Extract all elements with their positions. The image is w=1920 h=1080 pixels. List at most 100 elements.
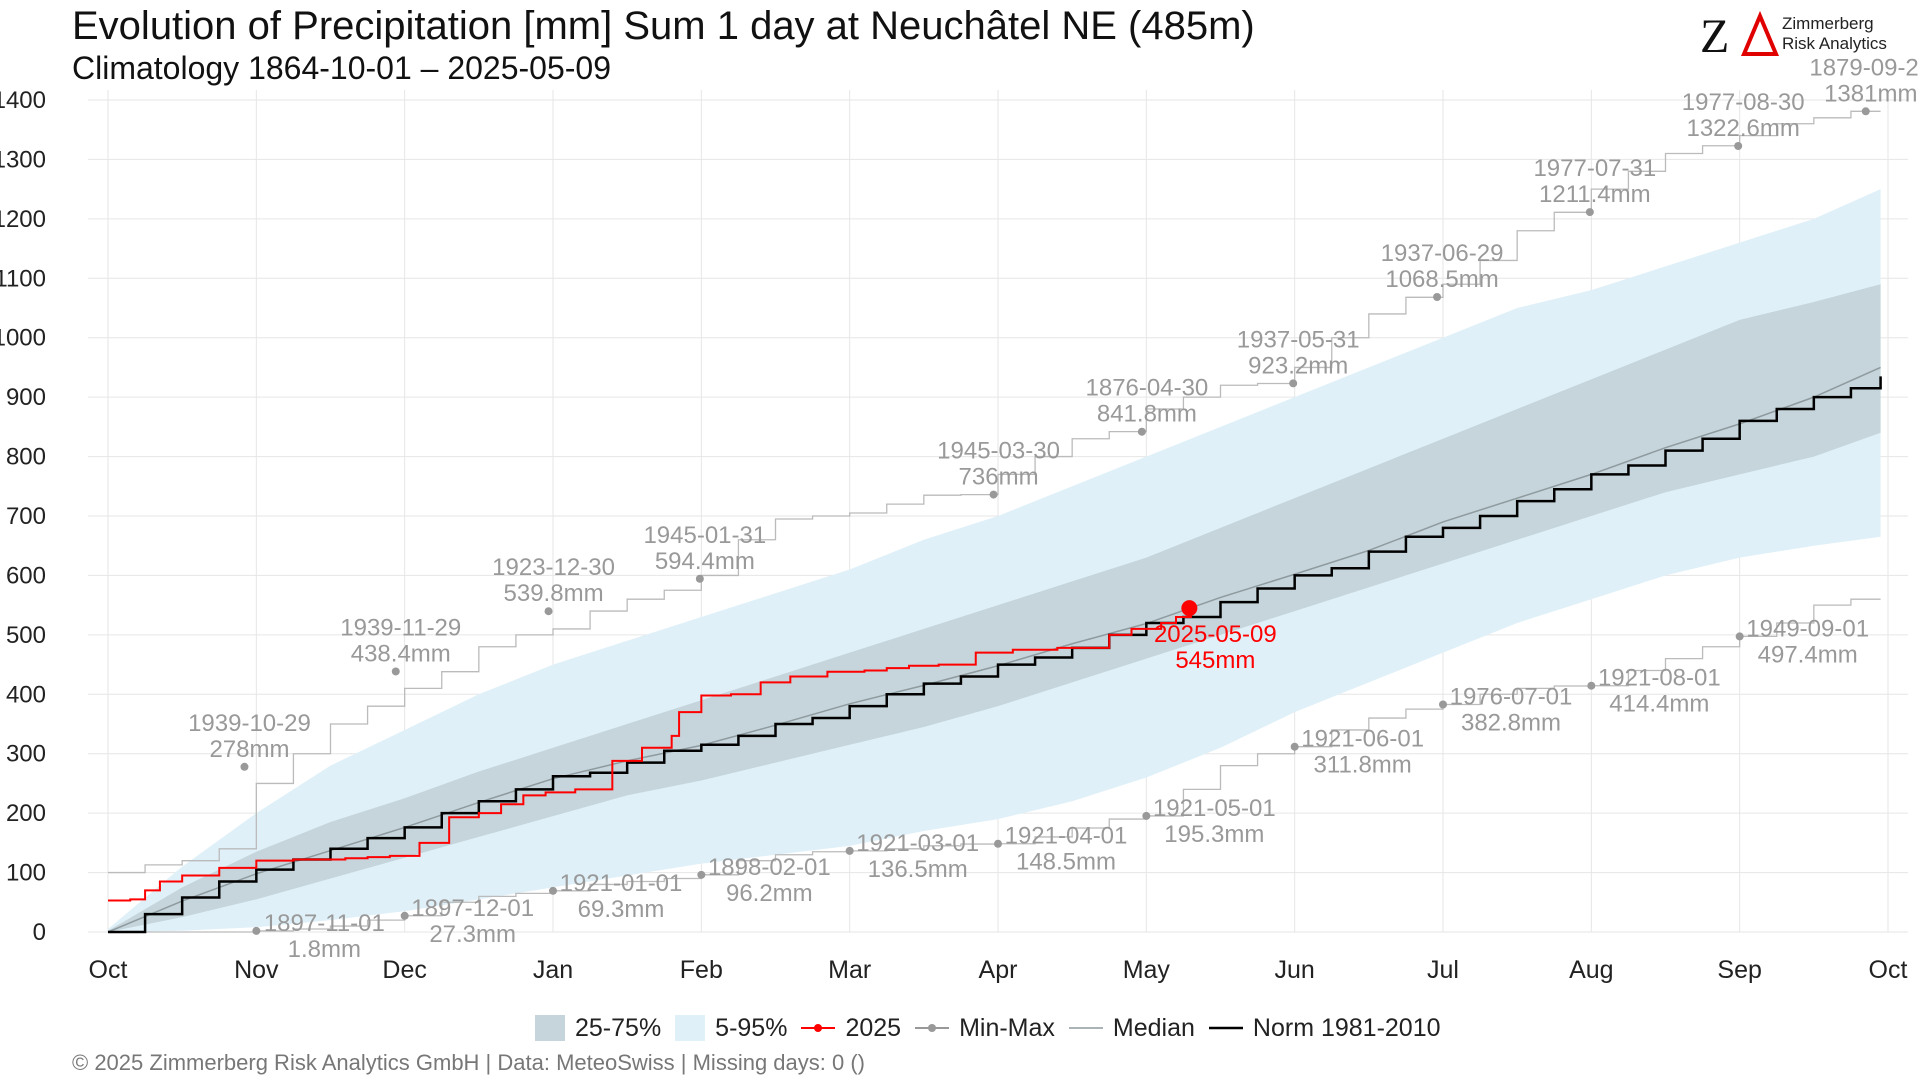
max-point bbox=[1734, 141, 1743, 150]
current-annotation-value: 545mm bbox=[1175, 647, 1255, 674]
min-annotation-date: 1921-03-01 bbox=[856, 830, 979, 857]
min-annotation-value: 69.3mm bbox=[578, 896, 665, 923]
max-point bbox=[695, 574, 704, 583]
legend-label-minmax: Min-Max bbox=[959, 1013, 1055, 1042]
chart-subtitle: Climatology 1864-10-01 – 2025-05-09 bbox=[72, 50, 612, 86]
max-annotation-date: 1939-11-29 bbox=[340, 614, 461, 641]
max-point bbox=[1861, 107, 1870, 116]
min-point bbox=[845, 846, 854, 855]
min-annotation-value: 27.3mm bbox=[429, 921, 516, 948]
legend-swatch-minmax bbox=[915, 1024, 950, 1032]
y-tick-label: 400 bbox=[6, 681, 46, 708]
x-tick-label: Apr bbox=[979, 956, 1018, 984]
min-annotation-date: 1976-07-01 bbox=[1450, 684, 1573, 711]
x-tick-label: May bbox=[1123, 956, 1171, 984]
legend-swatch-2025 bbox=[801, 1024, 836, 1032]
current-point bbox=[1181, 600, 1198, 617]
x-tick-label: Jun bbox=[1275, 956, 1315, 984]
x-tick-label: Mar bbox=[828, 956, 871, 984]
max-annotation-date: 1977-08-30 bbox=[1682, 89, 1805, 116]
max-annotation-date: 1939-10-29 bbox=[188, 710, 311, 737]
min-annotation-value: 148.5mm bbox=[1016, 849, 1116, 876]
legend-item-minmax: Min-Max bbox=[915, 1014, 1055, 1043]
min-point bbox=[549, 886, 557, 895]
y-tick-label: 600 bbox=[6, 562, 46, 589]
x-tick-label: Nov bbox=[234, 956, 279, 984]
min-annotation-value: 414.4mm bbox=[1609, 691, 1709, 718]
min-point bbox=[1587, 681, 1596, 690]
max-point bbox=[544, 607, 553, 616]
min-annotation-value: 311.8mm bbox=[1314, 752, 1412, 779]
max-point bbox=[1289, 379, 1298, 388]
max-annotation-value: 1211.4mm bbox=[1539, 181, 1651, 208]
logo-line-1: Zimmerberg bbox=[1782, 14, 1874, 33]
min-annotation-date: 1921-01-01 bbox=[560, 870, 683, 897]
legend-label-25-75: 25-75% bbox=[575, 1013, 662, 1042]
min-annotation-date: 1897-11-01 bbox=[264, 910, 385, 937]
y-tick-label: 1300 bbox=[0, 146, 46, 173]
min-annotation-date: 1921-06-01 bbox=[1301, 726, 1424, 753]
y-tick-label: 1100 bbox=[0, 265, 46, 292]
y-tick-label: 0 bbox=[33, 919, 46, 946]
max-annotation-value: 841.8mm bbox=[1097, 401, 1197, 428]
max-annotation-value: 539.8mm bbox=[504, 580, 604, 607]
max-annotation-date: 1945-03-30 bbox=[937, 438, 1060, 465]
max-point bbox=[391, 667, 400, 676]
legend-swatch-norm bbox=[1208, 1026, 1243, 1030]
min-point bbox=[252, 926, 261, 935]
min-annotation-date: 1949-09-01 bbox=[1746, 615, 1869, 642]
max-annotation-date: 1879-09-26 bbox=[1809, 54, 1920, 81]
max-annotation-value: 594.4mm bbox=[655, 548, 755, 575]
min-annotation-value: 1.8mm bbox=[288, 936, 361, 963]
max-annotation-value: 736mm bbox=[959, 464, 1039, 491]
legend-label-5-95: 5-95% bbox=[715, 1013, 788, 1042]
min-annotation-date: 1898-02-01 bbox=[708, 854, 831, 881]
x-tick-label: Oct bbox=[1869, 956, 1908, 984]
max-point bbox=[240, 762, 249, 771]
legend-swatch-25-75 bbox=[535, 1015, 565, 1041]
max-annotation-value: 1381mm bbox=[1824, 80, 1917, 107]
svg-text:Z: Z bbox=[1700, 10, 1729, 60]
min-annotation-date: 1921-08-01 bbox=[1598, 665, 1721, 692]
x-tick-label: Aug bbox=[1569, 956, 1613, 984]
min-point bbox=[994, 839, 1002, 848]
legend-label-median: Median bbox=[1112, 1013, 1195, 1042]
logo-text: Zimmerberg Risk Analytics bbox=[1782, 14, 1887, 54]
min-annotation-date: 1897-12-01 bbox=[411, 895, 534, 922]
x-tick-label: Dec bbox=[382, 956, 426, 984]
max-annotation-value: 1068.5mm bbox=[1385, 266, 1498, 293]
y-tick-label: 100 bbox=[6, 860, 46, 887]
legend-item-norm: Norm 1981-2010 bbox=[1208, 1013, 1441, 1043]
x-tick-label: Jul bbox=[1427, 956, 1459, 984]
legend-swatch-median bbox=[1068, 1027, 1103, 1029]
max-point bbox=[1433, 293, 1442, 302]
max-annotation-value: 438.4mm bbox=[351, 640, 451, 667]
legend-item-median: Median bbox=[1068, 1013, 1195, 1043]
max-annotation-date: 1937-05-31 bbox=[1237, 326, 1360, 353]
logo-line-2: Risk Analytics bbox=[1782, 34, 1887, 53]
min-annotation-value: 136.5mm bbox=[868, 856, 968, 883]
legend-item-25-75: 25-75% bbox=[535, 1014, 661, 1043]
x-tick-label: Sep bbox=[1717, 956, 1761, 984]
max-point bbox=[989, 490, 998, 499]
max-annotation-value: 1322.6mm bbox=[1686, 115, 1799, 142]
min-annotation-value: 96.2mm bbox=[726, 880, 813, 907]
min-point bbox=[400, 911, 409, 920]
norm-line bbox=[108, 376, 1882, 934]
min-annotation-value: 382.8mm bbox=[1461, 710, 1561, 737]
y-tick-label: 1200 bbox=[0, 206, 46, 233]
x-tick-label: Oct bbox=[89, 956, 128, 984]
y-tick-label: 700 bbox=[6, 503, 46, 530]
max-annotation-value: 923.2mm bbox=[1248, 352, 1348, 379]
max-annotation-date: 1876-04-30 bbox=[1086, 375, 1209, 402]
band-5-95 bbox=[108, 189, 1881, 933]
legend-item-5-95: 5-95% bbox=[675, 1014, 787, 1043]
x-tick-label: Feb bbox=[680, 956, 723, 984]
min-point bbox=[1735, 632, 1744, 641]
min-annotation-value: 497.4mm bbox=[1758, 641, 1858, 668]
max-annotation-value: 278mm bbox=[209, 736, 289, 763]
chart-title: Evolution of Precipitation [mm] Sum 1 da… bbox=[72, 4, 1255, 48]
max-annotation-date: 1923-12-30 bbox=[492, 554, 615, 581]
legend-label-norm: Norm 1981-2010 bbox=[1252, 1013, 1441, 1042]
